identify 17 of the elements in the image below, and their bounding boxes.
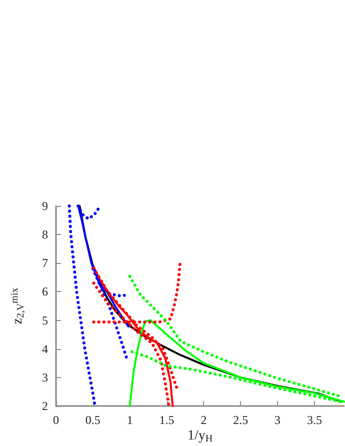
y-tick-label: 7 (42, 256, 48, 270)
y-tick-label: 3 (42, 370, 48, 384)
x-tick-label: 2 (200, 413, 207, 427)
y-tick-label: 2 (42, 399, 48, 413)
x-tick-label: 0 (53, 413, 59, 427)
y-tick-label: 9 (42, 199, 48, 213)
y-tick-label: 5 (42, 313, 48, 328)
x-tick-label: 0.5 (85, 413, 100, 427)
y-tick-label: 4 (42, 342, 48, 356)
x-tick-label: 1.5 (159, 413, 174, 427)
x-tick-label: 3 (274, 413, 281, 427)
y-axis-title: z2,Vmix (10, 288, 26, 324)
x-tick-label: 3.5 (306, 413, 322, 427)
x-tick-label: 1 (126, 413, 133, 427)
y-tick-label: 8 (42, 228, 48, 242)
x-tick-label: 2.5 (233, 413, 248, 427)
y-tick-label: 6 (42, 284, 48, 299)
